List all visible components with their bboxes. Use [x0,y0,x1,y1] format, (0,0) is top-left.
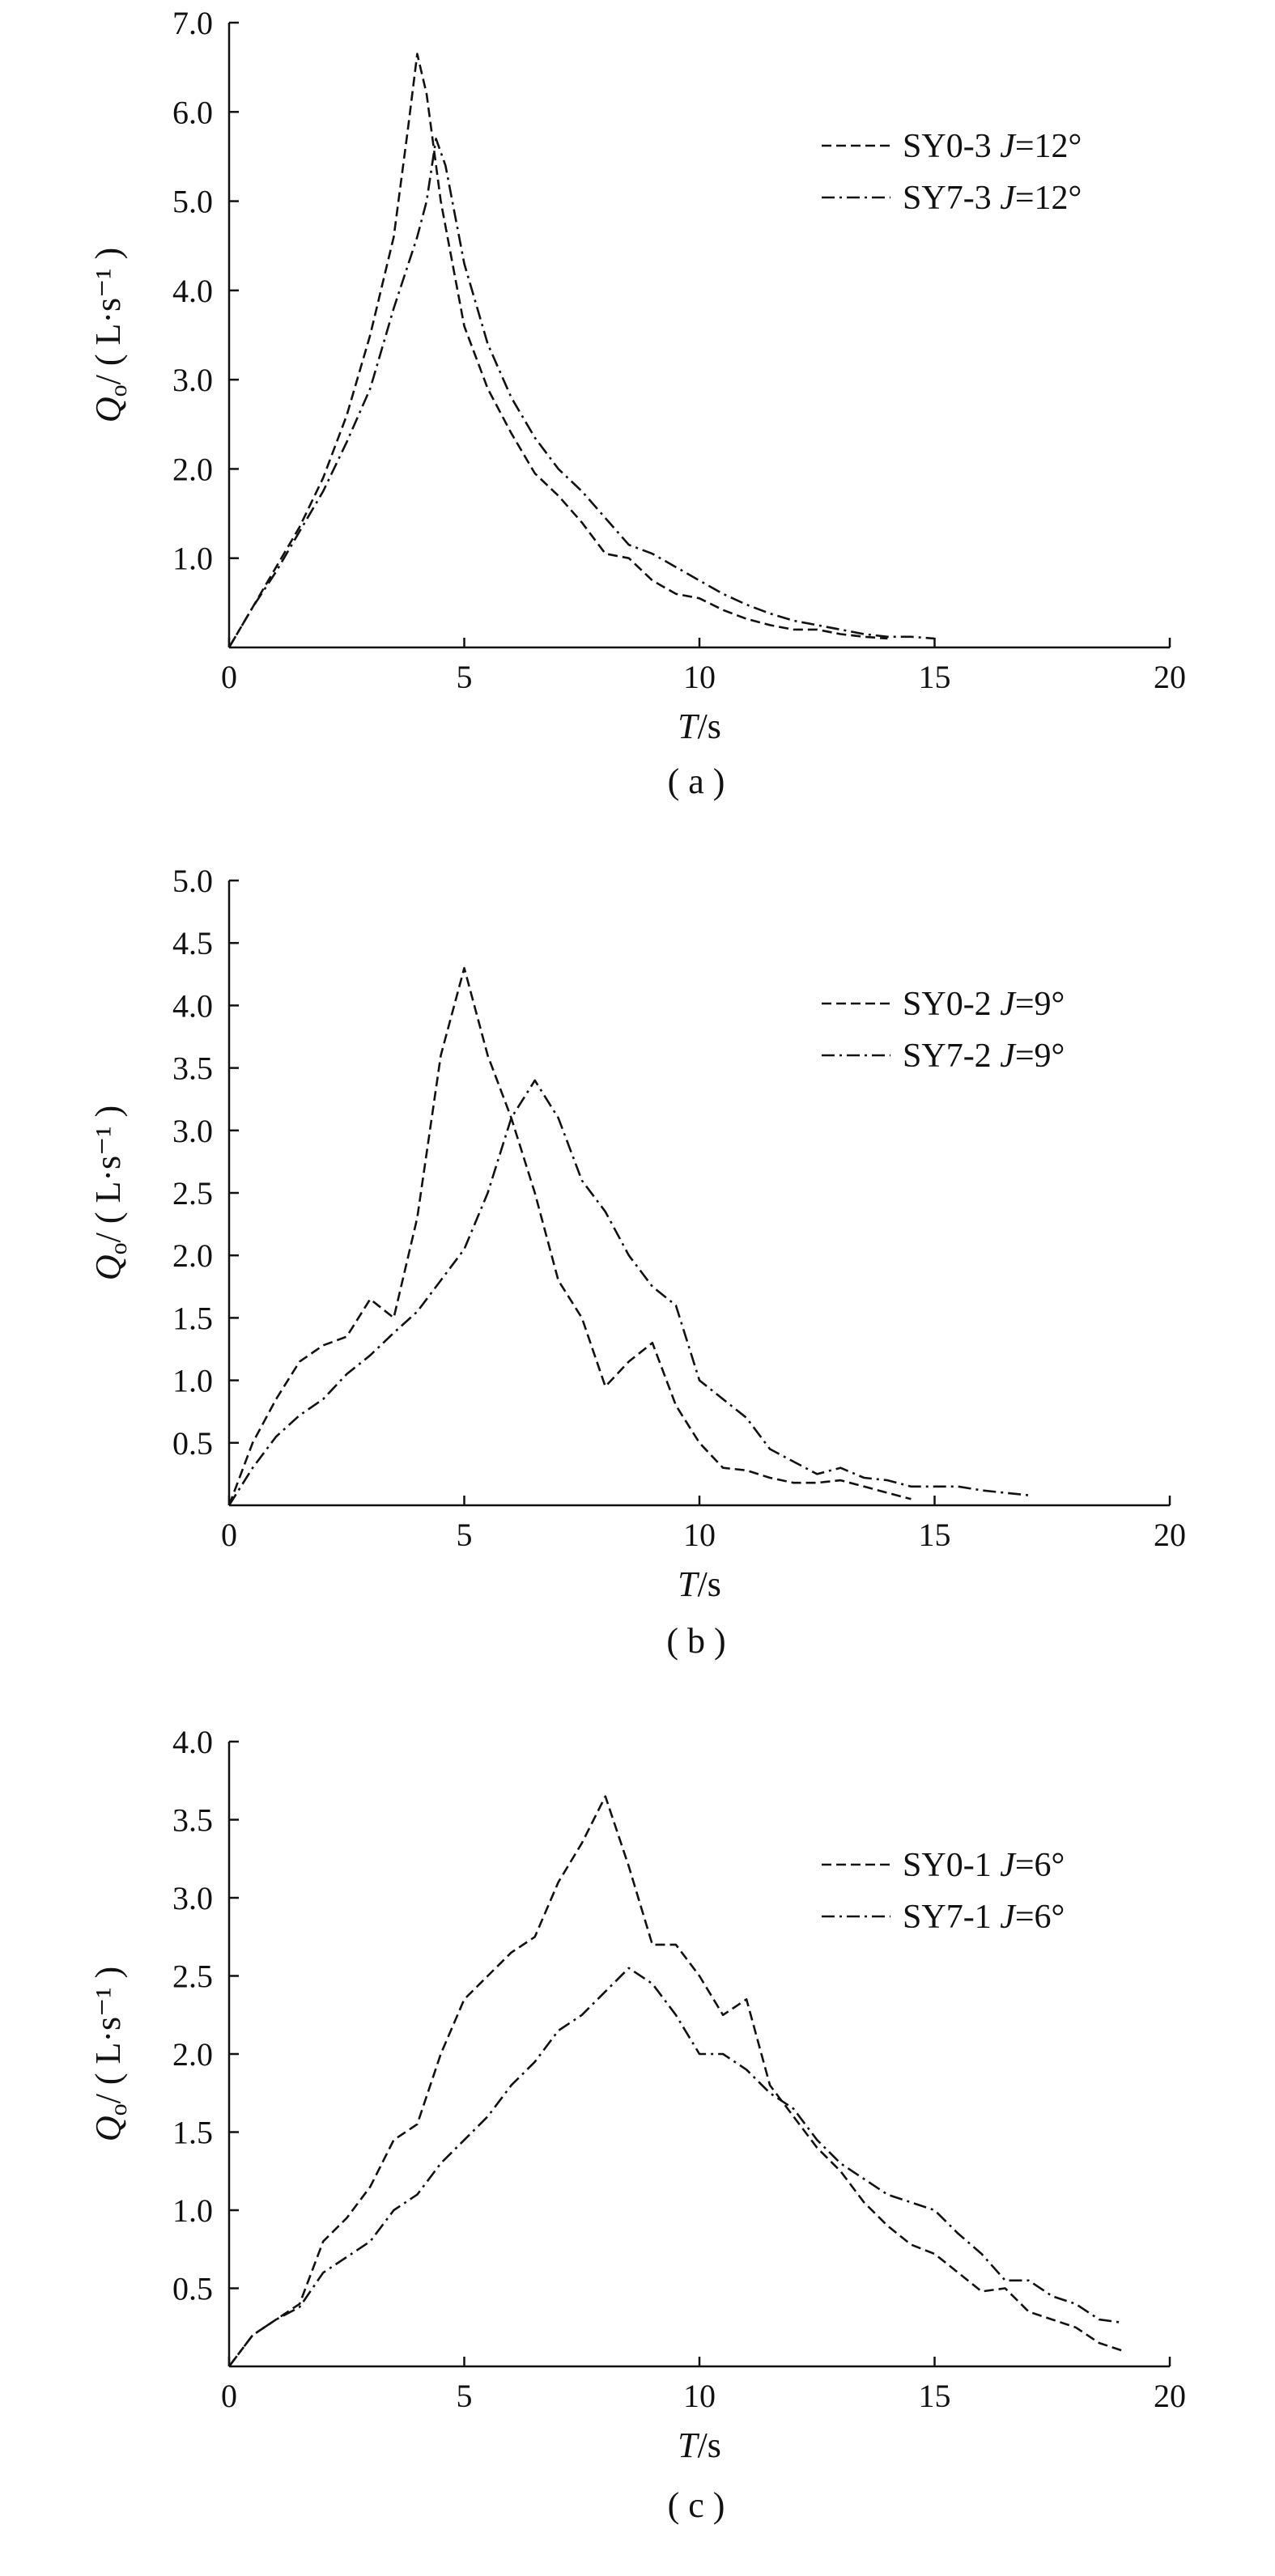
chart-panel-1: 0 5 10 15 20 1.0 2.0 3.0 4.0 5.0 6.0 7.0 T/s Qo/ ( L·… [88,5,1186,801]
y-tick-label: 5.0 [172,863,213,899]
y-axis-title: Qo/ ( L·s⁻¹ ) [88,1967,132,2141]
y-tick-label: 3.0 [172,1880,213,1916]
x-tick-label: 10 [683,659,716,695]
x-tick-label: 0 [221,659,237,695]
chart-panel-3: 0 5 10 15 20 0.5 1.0 1.5 2.0 2.5 3.0 3.5 4.0 T/s Qo/ (… [88,1724,1186,2525]
y-tick-label: 2.0 [172,2036,213,2073]
x-tick-label: 15 [919,1517,951,1553]
x-tick-label: 5 [457,1517,473,1553]
y-tick-label: 2.0 [172,1237,213,1274]
x-tick-label: 20 [1154,659,1186,695]
y-tick-label: 6.0 [172,94,213,130]
legend-label-1: SY0-2 J=9° [903,986,1065,1023]
x-axis-title: T/s [678,707,721,746]
y-tick-label: 1.0 [172,541,213,577]
y-tick-label: 4.0 [172,987,213,1024]
y-tick-label: 2.0 [172,451,213,487]
legend-label-1: SY0-1 J=6° [903,1847,1065,1884]
y-tick-label: 1.0 [172,2192,213,2229]
x-tick-label: 5 [457,659,473,695]
panel-caption: ( b ) [666,1621,725,1661]
series-line-2 [227,1079,1029,1506]
series-line-2 [227,1967,1124,2367]
y-axis-title: Qo/ ( L·s⁻¹ ) [88,248,132,422]
legend-label-2: SY7-1 J=6° [903,1899,1065,1936]
x-tick-label: 20 [1154,1517,1186,1553]
x-tick-label: 15 [919,659,951,695]
legend-label-1: SY0-3 J=12° [903,128,1082,165]
x-tick-label: 20 [1154,2378,1186,2414]
y-tick-label: 4.0 [172,273,213,309]
y-tick-label: 1.0 [172,1363,213,1399]
y-tick-label: 3.5 [172,1802,213,1839]
y-tick-label: 2.5 [172,1959,213,1995]
y-tick-label: 1.5 [172,2115,213,2151]
y-axis-title: Qo/ ( L·s⁻¹ ) [88,1106,132,1280]
y-tick-label: 4.5 [172,925,213,961]
x-tick-label: 0 [221,1517,237,1553]
x-tick-label: 10 [683,2378,716,2414]
chart-panel-2: 0 5 10 15 20 0.5 1.0 1.5 2.0 2.5 3.0 3.5 4.0 4.5 5.0 T/… [88,863,1186,1661]
x-tick-label: 5 [457,2378,473,2414]
y-tick-label: 3.5 [172,1050,213,1087]
legend-label-2: SY7-3 J=12° [903,180,1082,217]
x-tick-label: 0 [221,2378,237,2414]
x-axis-title: T/s [678,1564,721,1604]
panel-caption: ( a ) [668,762,725,801]
panel-caption: ( c ) [668,2485,725,2525]
x-tick-label: 15 [919,2378,951,2414]
y-tick-label: 3.0 [172,362,213,398]
y-tick-label: 4.0 [172,1724,213,1760]
y-tick-label: 7.0 [172,5,213,41]
y-tick-label: 0.5 [172,1425,213,1462]
legend-label-2: SY7-2 J=9° [903,1038,1065,1075]
series-line-2 [227,138,935,648]
x-tick-label: 10 [683,1517,716,1553]
y-tick-label: 0.5 [172,2271,213,2307]
x-axis-title: T/s [678,2425,721,2465]
y-tick-label: 5.0 [172,184,213,220]
y-tick-label: 2.5 [172,1175,213,1212]
series-line-1 [227,1795,1124,2367]
series-line-1 [227,966,912,1506]
y-tick-label: 1.5 [172,1300,213,1336]
y-tick-label: 3.0 [172,1113,213,1149]
series-line-1 [227,53,888,648]
